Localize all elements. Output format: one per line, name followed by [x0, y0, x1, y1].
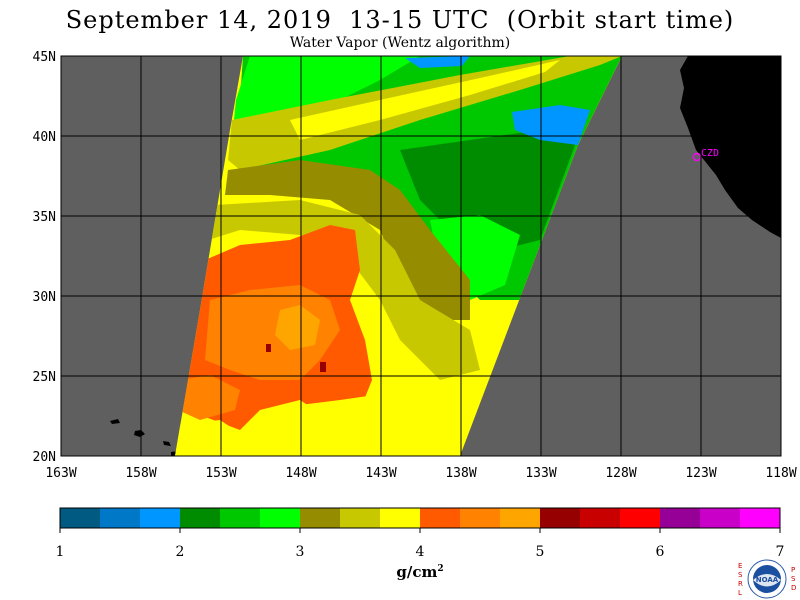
colorbar-cell [380, 508, 421, 528]
lat-label: 25N [33, 370, 56, 385]
noaa-logo-text: NOAA [756, 576, 779, 584]
logo-letter: E [738, 562, 742, 570]
colorbar-tick-label: 6 [656, 544, 665, 560]
colorbar-cell [180, 508, 221, 528]
lon-label: 133W [525, 466, 556, 481]
colorbar-cell [500, 508, 541, 528]
lat-label: 45N [33, 50, 56, 65]
colorbar-tick-label: 1 [56, 544, 65, 560]
colorbar-cell [260, 508, 301, 528]
colorbar-tick-label: 7 [776, 544, 785, 560]
california-land [680, 56, 781, 238]
map-subtitle: Water Vapor (Wentz algorithm) [289, 35, 511, 51]
colorbar-cell [660, 508, 701, 528]
lon-label: 128W [605, 466, 636, 481]
lat-label: 40N [33, 130, 56, 145]
colorbar-cell [140, 508, 181, 528]
colorbar-cell [100, 508, 141, 528]
colorbar-tick-label: 5 [536, 544, 545, 560]
logo-letter: D [791, 584, 796, 592]
map-frame [60, 55, 782, 457]
map-grid [61, 56, 781, 456]
colorbar-tick-label: 3 [296, 544, 305, 560]
colorbar-cell [460, 508, 501, 528]
logo-letter: S [791, 575, 796, 583]
colorbar-cell [60, 508, 101, 528]
colorbar-cell [420, 508, 461, 528]
logo-letter: R [738, 580, 743, 588]
lat-label: 35N [33, 210, 56, 225]
colorbar-cell [700, 508, 741, 528]
logo-letter: P [791, 566, 795, 574]
lon-label: 138W [445, 466, 476, 481]
lon-label: 123W [685, 466, 716, 481]
colorbar-cell [740, 508, 781, 528]
lon-label: 158W [125, 466, 156, 481]
colorbar-tick-label: 2 [176, 544, 185, 560]
colorbar-cell [340, 508, 381, 528]
lon-label: 163W [45, 466, 76, 481]
station-label: CZD [701, 148, 719, 159]
colorbar-tick-label: 4 [416, 544, 425, 560]
lon-label: 148W [285, 466, 316, 481]
colorbar-cell [300, 508, 341, 528]
colorbar-unit: g/cm2 [396, 563, 444, 581]
lon-label: 118W [765, 466, 796, 481]
colorbar-cell [540, 508, 581, 528]
lat-label: 30N [33, 290, 56, 305]
water-vapor-map: CZD 163W 158W 153W 148W 143W 138W 133W 128W 123W… [33, 50, 797, 481]
logo-letter: L [738, 589, 742, 597]
logo-letter: S [738, 571, 743, 579]
colorbar-cell [620, 508, 661, 528]
lat-label: 20N [33, 450, 56, 465]
lon-label: 143W [365, 466, 396, 481]
colorbar-cell [220, 508, 261, 528]
colorbar-cell [580, 508, 621, 528]
map-title: September 14, 2019 13-15 UTC (Orbit star… [65, 6, 735, 34]
lon-label: 153W [205, 466, 236, 481]
